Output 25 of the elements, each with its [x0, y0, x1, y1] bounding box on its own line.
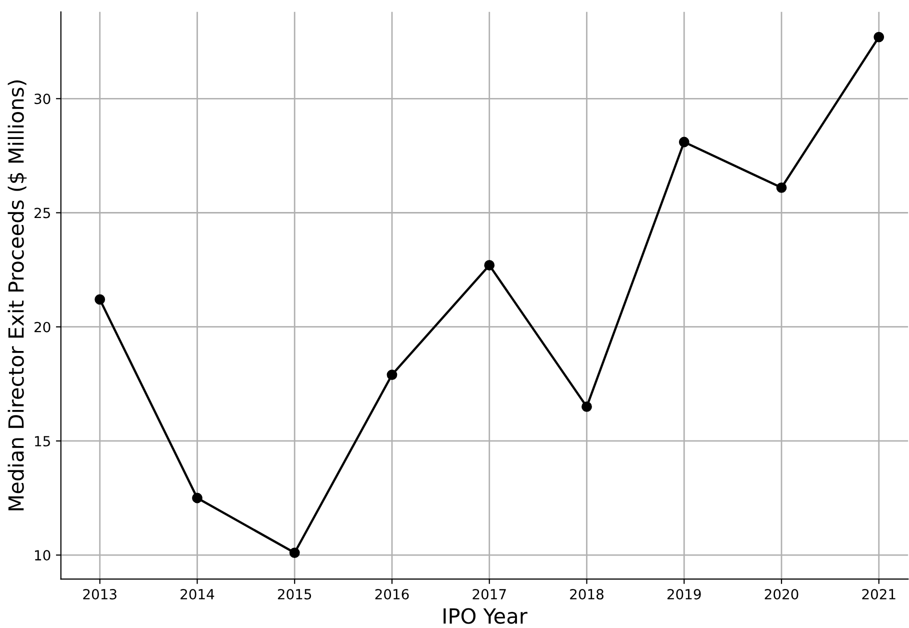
x-tick-label: 2018 [570, 588, 604, 600]
y-axis-title: Median Director Exit Proceeds ($ Millions) [8, 80, 27, 510]
point [192, 492, 202, 504]
y-tick-label: 30 [34, 94, 50, 104]
point [582, 402, 592, 412]
x-tick-label: 2021 [862, 588, 896, 600]
x-tick-label: 2020 [764, 588, 798, 600]
x-tick-label: 2019 [667, 588, 701, 600]
x-tick-label: 2017 [472, 588, 506, 600]
x-tick-label: 2016 [375, 588, 409, 600]
y-tick-label: 25 [34, 208, 50, 218]
x-tick-label: 2015 [278, 588, 312, 600]
x-axis-title: IPO Year [444, 608, 528, 624]
point [484, 260, 495, 270]
point [678, 136, 690, 148]
point [386, 370, 398, 380]
point [94, 294, 106, 305]
x-tick-label: 2014 [180, 588, 214, 600]
point [289, 548, 300, 558]
point [874, 32, 884, 42]
point [776, 182, 787, 193]
y-tick-label: 15 [35, 436, 50, 446]
y-tick-label: 10 [35, 550, 50, 561]
y-tick-label: 20 [34, 322, 50, 332]
x-tick-label: 2013 [83, 588, 116, 600]
